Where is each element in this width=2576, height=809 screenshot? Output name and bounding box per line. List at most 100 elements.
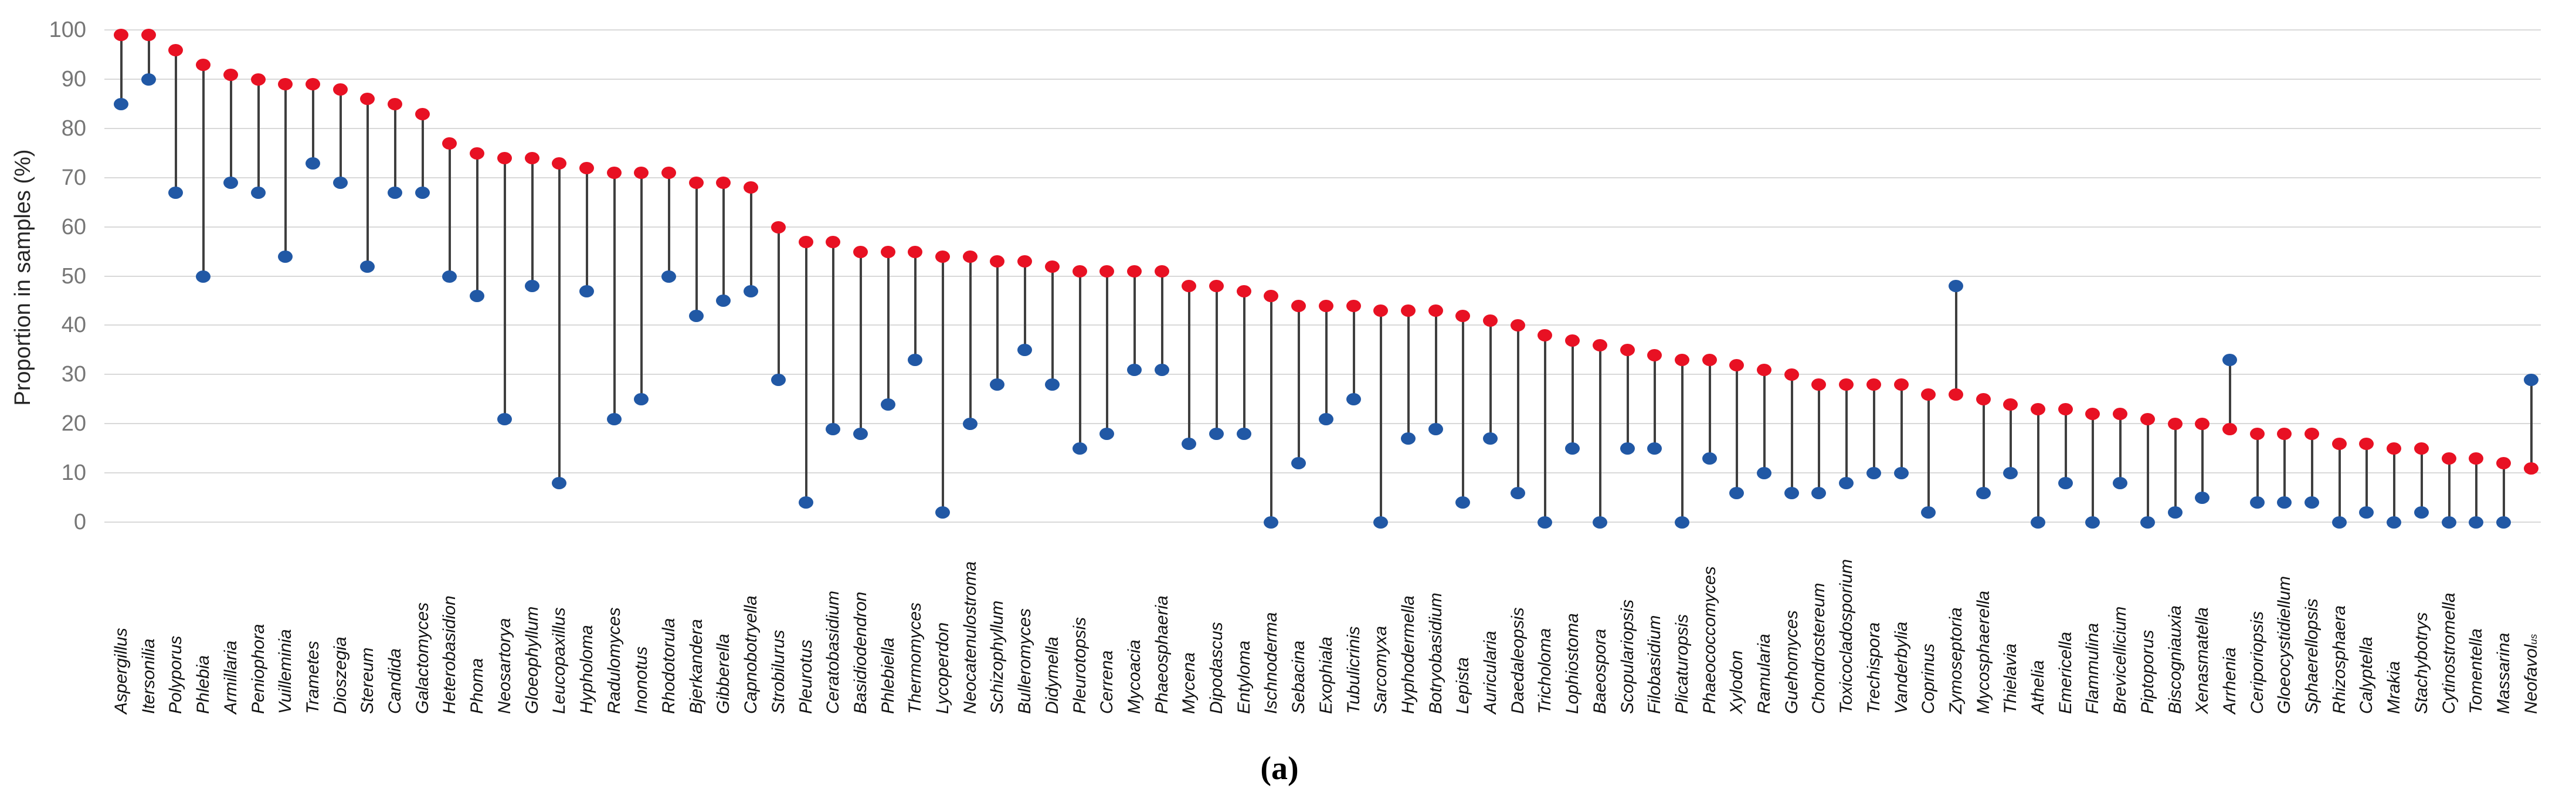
connector-line xyxy=(1243,290,1245,434)
red-marker xyxy=(826,235,841,248)
category-label: Vanderbylia xyxy=(1891,621,1911,714)
connector-line xyxy=(1572,340,1574,449)
category-label: Botryobasidium xyxy=(1426,593,1445,714)
red-marker xyxy=(1236,285,1251,297)
red-marker xyxy=(1948,388,1963,401)
connector-line xyxy=(1133,271,1136,370)
connector-line xyxy=(202,64,205,276)
blue-marker xyxy=(634,393,649,406)
red-marker xyxy=(1400,304,1416,317)
blue-marker xyxy=(250,186,266,199)
category-label: Gibberella xyxy=(714,634,734,714)
red-marker xyxy=(2085,408,2100,421)
blue-marker xyxy=(1893,467,1909,480)
red-marker xyxy=(634,167,649,180)
category-label: Lophiostoma xyxy=(1563,613,1583,714)
gridline xyxy=(104,177,2541,178)
connector-line xyxy=(2092,414,2095,522)
blue-marker xyxy=(2031,516,2045,529)
red-marker xyxy=(114,29,128,42)
red-marker xyxy=(771,221,786,233)
red-marker xyxy=(141,29,156,42)
category-label: Scopulariopsis xyxy=(1617,599,1637,714)
red-marker xyxy=(579,161,594,174)
red-marker xyxy=(1976,393,1991,406)
category-label: Galactomyces xyxy=(412,602,432,714)
blue-marker xyxy=(524,280,539,293)
connector-line xyxy=(613,172,616,419)
blue-marker xyxy=(1647,442,1662,455)
red-marker xyxy=(360,93,375,106)
category-label: Dioszegia xyxy=(330,637,350,714)
gridline xyxy=(104,472,2541,474)
connector-line xyxy=(1598,344,1601,522)
red-marker xyxy=(1538,329,1553,342)
red-marker xyxy=(1209,280,1224,293)
connector-line xyxy=(1626,350,1629,449)
category-label: Trechispora xyxy=(1864,622,1883,714)
category-label: Strobilurus xyxy=(768,629,788,714)
category-label: Hypholoma xyxy=(576,625,596,714)
blue-marker xyxy=(1318,412,1333,425)
blue-marker xyxy=(826,422,841,435)
red-marker xyxy=(552,157,567,170)
blue-marker xyxy=(552,476,567,489)
red-marker xyxy=(2113,408,2128,421)
category-label: Pleurotopsis xyxy=(1070,617,1090,714)
category-label: Filobasidium xyxy=(1645,615,1665,714)
category-label: Xylodon xyxy=(1727,650,1747,714)
red-marker xyxy=(305,78,320,91)
blue-marker xyxy=(606,412,622,425)
y-tick-label: 100 xyxy=(49,18,86,42)
y-tick-label: 70 xyxy=(61,165,86,190)
red-marker xyxy=(853,245,868,258)
connector-line xyxy=(394,103,396,192)
red-marker xyxy=(2003,398,2018,411)
category-label-small-suffix: us xyxy=(2527,634,2539,645)
blue-marker xyxy=(1236,427,1251,440)
blue-marker xyxy=(388,186,402,199)
blue-marker xyxy=(2305,496,2319,509)
blue-marker xyxy=(497,412,512,425)
connector-line xyxy=(531,158,534,286)
y-tick-label: 30 xyxy=(61,362,86,387)
blue-marker xyxy=(2113,476,2128,489)
category-label: Auricularia xyxy=(1481,631,1500,714)
blue-marker xyxy=(332,177,348,189)
blue-marker xyxy=(853,427,868,440)
blue-marker xyxy=(880,398,895,411)
connector-line xyxy=(1325,305,1328,419)
category-label: Stereum xyxy=(358,647,378,714)
connector-line xyxy=(2502,463,2505,522)
red-marker xyxy=(962,250,978,263)
connector-line xyxy=(1544,335,1547,522)
gridline xyxy=(104,29,2541,31)
blue-marker xyxy=(1510,486,1525,499)
connector-line xyxy=(175,49,178,192)
blue-marker xyxy=(1264,516,1279,529)
category-label: Thermomyces xyxy=(905,602,925,714)
category-label: Polyporus xyxy=(166,635,186,714)
category-label: Neosartorya xyxy=(494,618,514,714)
red-marker xyxy=(415,107,430,120)
y-tick-label: 60 xyxy=(61,214,86,239)
red-marker xyxy=(1565,334,1580,347)
blue-marker xyxy=(771,373,786,386)
connector-line xyxy=(722,182,725,301)
gridline xyxy=(104,127,2541,129)
connector-line xyxy=(449,143,452,276)
y-tick-label: 10 xyxy=(61,461,86,486)
connector-line xyxy=(1927,394,1930,513)
blue-marker xyxy=(1592,516,1607,529)
category-label: Exophiala xyxy=(1316,637,1336,714)
red-marker xyxy=(332,83,348,96)
category-label: Inonotus xyxy=(632,646,651,714)
red-marker xyxy=(1154,265,1169,278)
red-marker xyxy=(1510,319,1525,332)
connector-line xyxy=(1516,325,1519,493)
blue-marker xyxy=(2523,373,2538,386)
category-label: Heterobasidion xyxy=(440,595,460,714)
subfigure-caption: (a) xyxy=(1260,750,1299,787)
blue-marker xyxy=(661,270,676,283)
connector-line xyxy=(969,256,972,424)
